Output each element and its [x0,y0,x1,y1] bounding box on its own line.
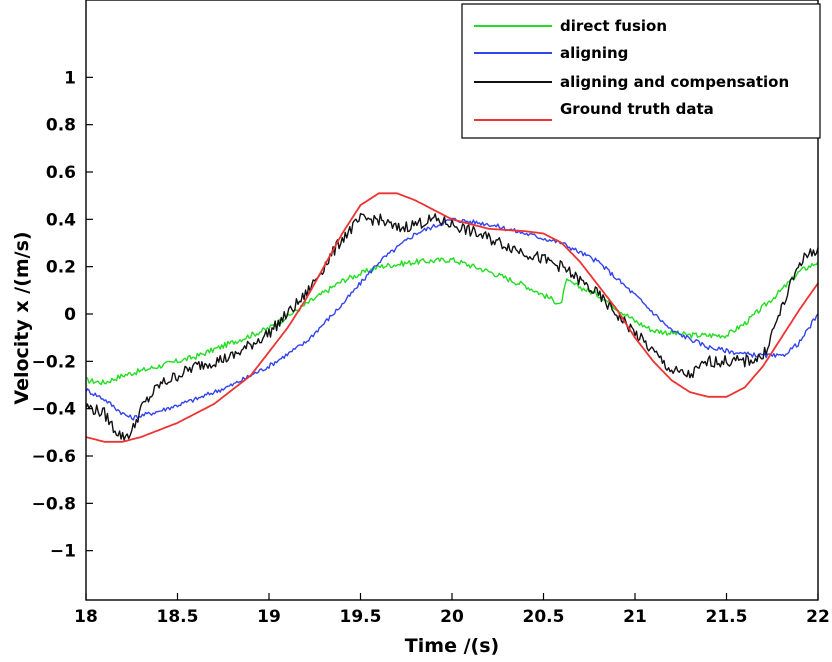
y-tick-label: 1 [64,68,76,88]
x-tick-label: 21.5 [706,607,748,627]
x-tick-label: 19 [257,607,281,627]
y-tick-label: 0.2 [46,258,76,278]
y-tick-label: −0.4 [32,400,77,420]
y-tick-label: 0 [64,305,76,325]
legend-label: aligning and compensation [560,73,789,91]
series-line-ground-truth-data [85,192,819,443]
y-tick-label: −0.8 [32,494,76,514]
x-tick-label: 22 [806,607,830,627]
y-tick-label: 0.8 [46,116,76,136]
y-axis-title: Velocity x /(m/s) [11,231,33,404]
x-tick-label: 18 [74,607,98,627]
x-axis-title: Time /(s) [405,635,499,657]
x-tick-label: 20 [440,607,464,627]
series-line-direct-fusion [86,257,819,386]
x-tick-label: 21 [623,607,647,627]
y-tick-label: −1 [50,542,76,562]
x-tick-label: 19.5 [340,607,382,627]
legend-label: direct fusion [560,17,667,35]
legend: direct fusion aligning aligning and compen… [461,3,821,139]
x-tick-label: 20.5 [523,607,565,627]
series-layer [85,192,819,443]
y-tick-label: −0.2 [32,352,76,372]
x-tick-label: 18.5 [157,607,199,627]
y-tick-label: 0.4 [46,210,76,230]
y-tick-label: −0.6 [32,447,76,467]
y-tick-label: 0.6 [46,163,76,183]
legend-label: aligning [560,44,628,62]
legend-label: Ground truth data [560,100,714,118]
ticks-layer: 18 18.5 19 19.5 20 20.5 21 21.5 22 1 0.8 0.6 0.4 0.2 0… [32,68,830,627]
